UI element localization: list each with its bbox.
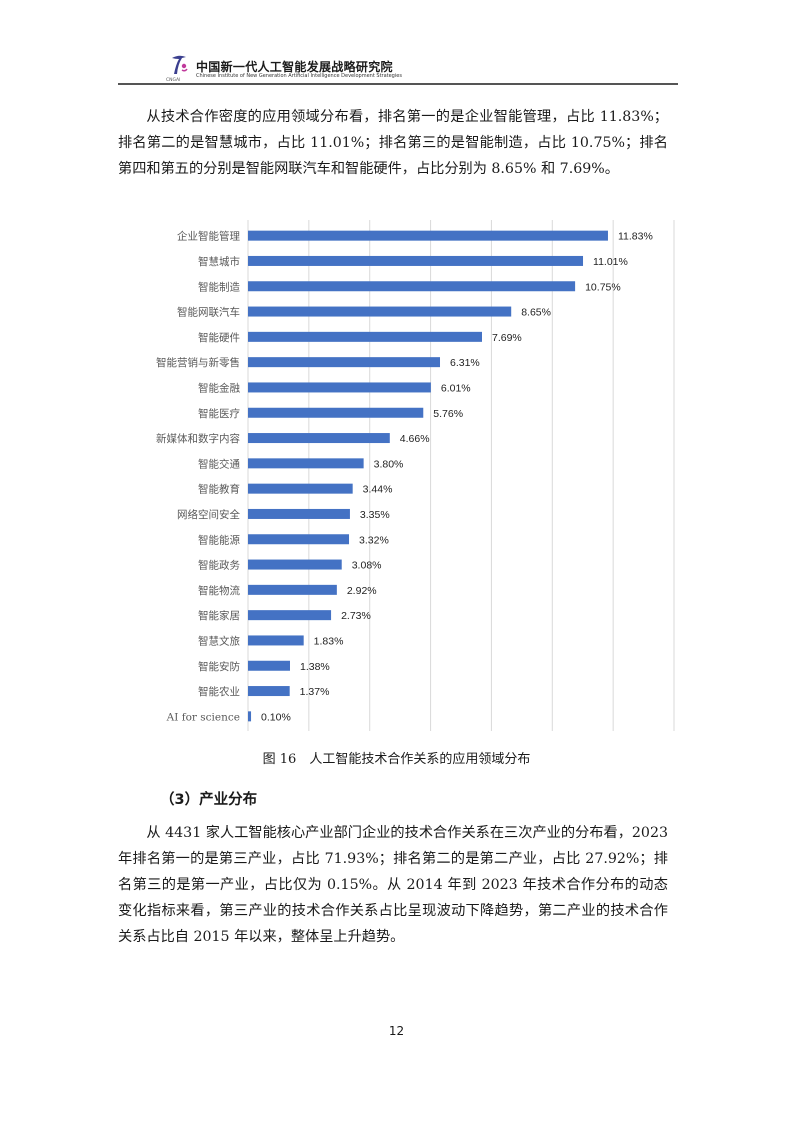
- bar: [248, 306, 512, 317]
- bar: [248, 331, 482, 342]
- bar: [248, 711, 252, 722]
- bar: [248, 559, 342, 570]
- category-label: 智能农业: [198, 685, 240, 698]
- bar: [248, 508, 350, 519]
- category-label: 智能网联汽车: [177, 306, 240, 319]
- bar: [248, 483, 353, 494]
- industry-paragraph: 从 4431 家人工智能核心产业部门企业的技术合作关系在三次产业的分布看，202…: [118, 825, 668, 945]
- value-label: 11.01%: [593, 256, 628, 268]
- value-label: 1.37%: [300, 686, 330, 698]
- value-label: 10.75%: [585, 281, 621, 293]
- intro-paragraph: 从技术合作密度的应用领域分布看，排名第一的是企业智能管理，占比 11.83%；排…: [118, 109, 668, 177]
- value-label: 3.08%: [352, 560, 382, 572]
- category-label: 智能家居: [198, 609, 240, 622]
- category-label: 企业智能管理: [177, 230, 240, 243]
- value-label: 3.44%: [363, 484, 393, 496]
- category-label: 智能能源: [198, 533, 240, 546]
- value-label: 1.38%: [300, 661, 330, 673]
- bar: [248, 534, 350, 545]
- value-label: 6.31%: [450, 357, 480, 369]
- value-label: 2.92%: [347, 585, 377, 597]
- category-label: 智能营销与新零售: [156, 356, 240, 369]
- bar: [248, 357, 441, 368]
- value-label: 5.76%: [433, 408, 463, 420]
- figure-caption: 图 16 人工智能技术合作关系的应用领域分布: [262, 752, 531, 767]
- bar: [248, 433, 390, 444]
- institute-logo-icon: [172, 55, 188, 74]
- bar: [248, 686, 290, 697]
- category-label: 智能物流: [198, 584, 240, 597]
- bar: [248, 382, 431, 393]
- category-label: 智能教育: [198, 483, 240, 496]
- bar: [248, 407, 424, 418]
- header-divider: [118, 83, 678, 85]
- value-label: 3.80%: [374, 458, 404, 470]
- institute-name: 中国新一代人工智能发展战略研究院: [196, 60, 393, 74]
- value-label: 7.69%: [492, 332, 522, 344]
- category-label: 智能交通: [198, 457, 240, 470]
- section-heading: （3）产业分布: [160, 792, 258, 808]
- value-label: 4.66%: [400, 433, 430, 445]
- bar: [248, 230, 608, 241]
- value-label: 11.83%: [618, 231, 653, 243]
- value-label: 2.73%: [341, 610, 371, 622]
- value-label: 3.35%: [360, 509, 390, 521]
- bar-chart-svg: 企业智能管理 11.83% 智慧城市 11.01% 智能制造 10.75% 智能网联汽车 8.…: [156, 220, 675, 731]
- bar: [248, 660, 290, 671]
- bar: [248, 635, 304, 646]
- category-label: 智慧城市: [198, 255, 240, 268]
- bar: [248, 610, 332, 621]
- category-label: 智能硬件: [198, 331, 240, 344]
- category-label: 智慧文旅: [198, 634, 240, 647]
- bar: [248, 458, 364, 469]
- application-domain-chart: 企业智能管理 11.83% 智慧城市 11.01% 智能制造 10.75% 智能网联汽车 8.…: [118, 218, 678, 738]
- value-label: 1.83%: [314, 635, 344, 647]
- category-label: AI for science: [166, 711, 240, 723]
- page-header: CNGAI 中国新一代人工智能发展战略研究院 Chinese Institute…: [118, 48, 678, 88]
- category-label: 智能金融: [198, 381, 240, 394]
- category-label: 智能政务: [198, 559, 240, 572]
- bar: [248, 584, 337, 595]
- category-label: 网络空间安全: [177, 508, 240, 521]
- value-label: 0.10%: [261, 711, 291, 723]
- page-number: 12: [388, 1024, 405, 1038]
- value-label: 8.65%: [521, 307, 551, 319]
- logo-text: CNGAI: [166, 78, 181, 83]
- category-label: 新媒体和数字内容: [156, 432, 240, 445]
- category-label: 智能医疗: [198, 407, 240, 420]
- category-label: 智能安防: [198, 660, 240, 673]
- value-label: 6.01%: [441, 382, 471, 394]
- bar: [248, 255, 584, 266]
- institute-english-name: Chinese Institute of New Generation Arti…: [196, 73, 402, 79]
- category-label: 智能制造: [198, 280, 240, 293]
- bar: [248, 281, 576, 292]
- value-label: 3.32%: [359, 534, 389, 546]
